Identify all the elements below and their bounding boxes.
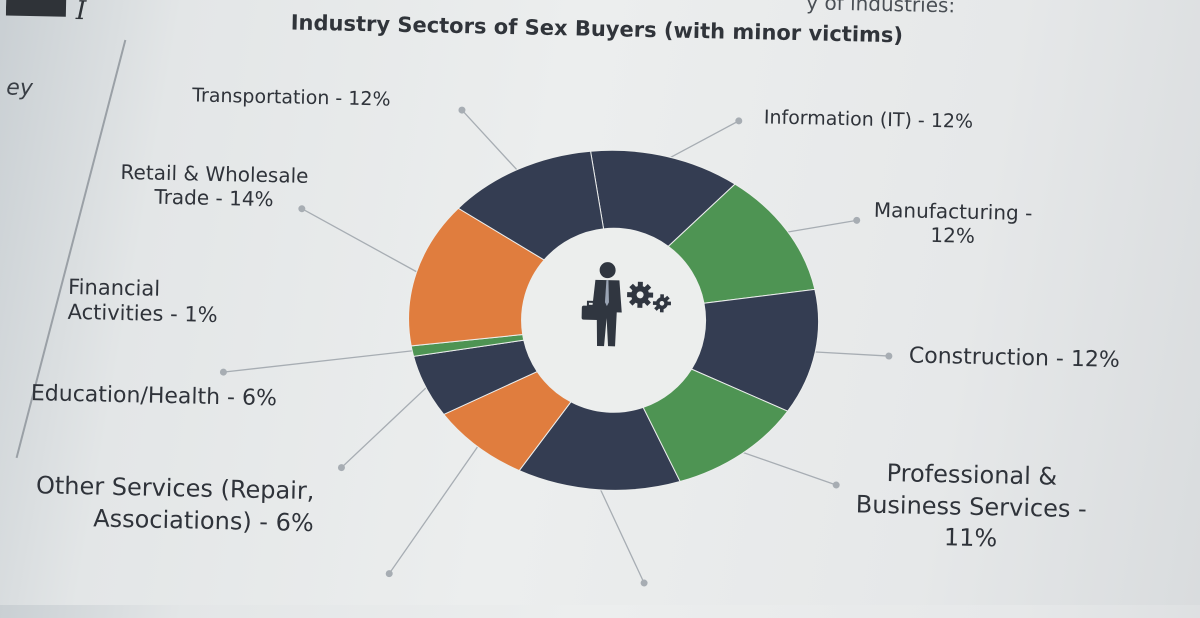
- leader-line: [301, 208, 421, 275]
- leader-dot: [640, 579, 648, 587]
- leader-lines: [219, 106, 893, 587]
- leader-dot: [298, 205, 306, 213]
- leader-line: [738, 450, 837, 486]
- label-construction: Construction - 12%: [908, 343, 1121, 373]
- leader-line: [783, 219, 857, 234]
- label-education-health: Education/Health - 6%: [30, 381, 278, 412]
- label-manufacturing: Manufacturing - 12%: [873, 197, 1033, 248]
- leader-dot: [458, 106, 466, 114]
- leader-dot: [219, 368, 227, 376]
- leader-dot: [385, 570, 393, 578]
- leader-dot: [832, 481, 840, 489]
- label-retail-wholesale: Retail & Wholesale Trade - 14%: [120, 159, 309, 212]
- label-information: Information (IT) - 12%: [763, 106, 974, 133]
- leader-line: [340, 384, 430, 469]
- leader-dot: [735, 117, 743, 125]
- leader-dot: [885, 352, 893, 360]
- leader-dot: [853, 216, 861, 224]
- leader-line: [223, 349, 417, 373]
- leader-line: [388, 443, 481, 575]
- label-other-services: Other Services (Repair, Associations) - …: [35, 471, 315, 537]
- label-professional-business: Professional & Business Services - 11%: [855, 459, 1087, 553]
- leader-line: [811, 351, 889, 357]
- label-financial: Financial Activities - 1%: [67, 274, 218, 328]
- businessman-gears-icon: [581, 262, 671, 347]
- leader-dot: [337, 464, 345, 472]
- leader-line: [598, 485, 645, 584]
- leader-line: [665, 120, 740, 161]
- label-transportation: Transportation - 12%: [191, 84, 391, 111]
- leader-line: [461, 109, 521, 174]
- donut-slices: [408, 149, 820, 491]
